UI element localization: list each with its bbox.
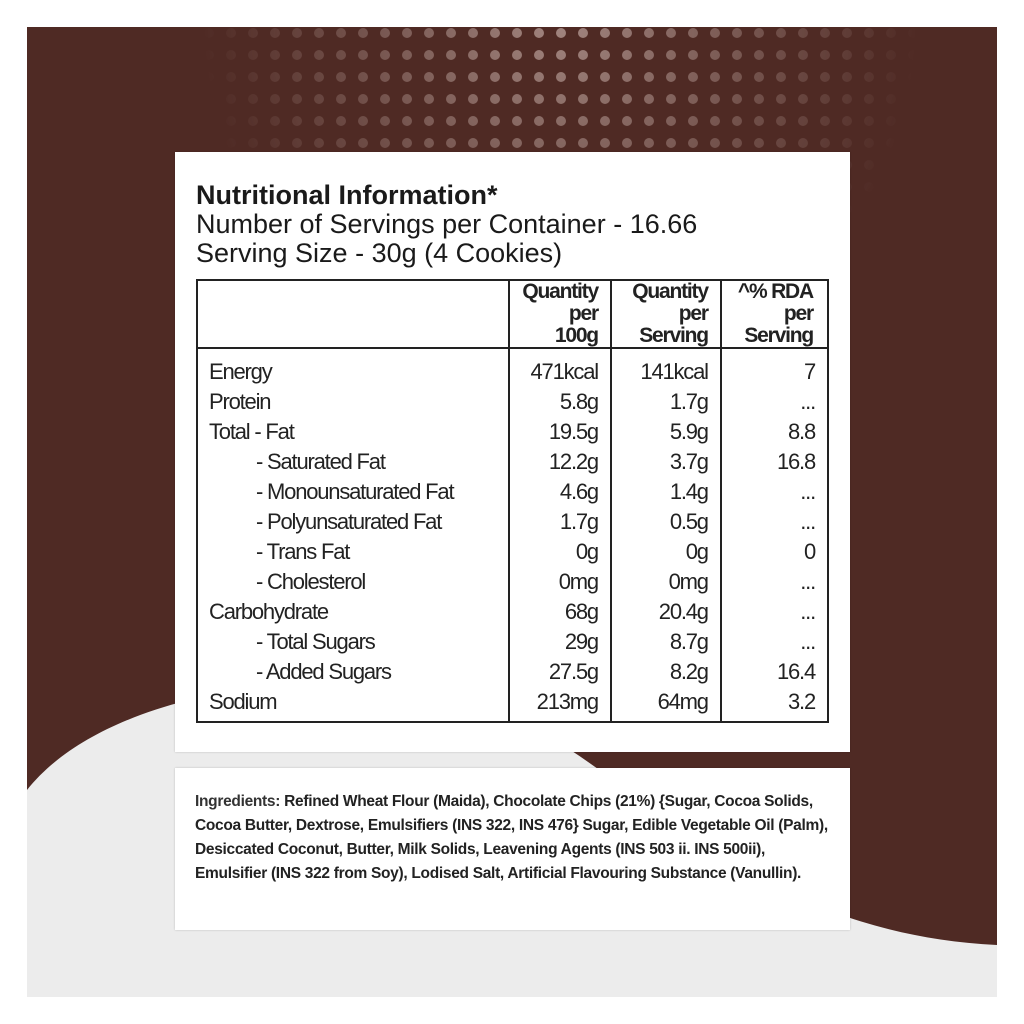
value-cell: 3.2 (719, 687, 830, 722)
header-cell: Quantity per Serving (609, 279, 722, 349)
value-cell: 0 (719, 537, 830, 567)
value-cell: 471kcal (508, 348, 612, 387)
nutrient-label: Sodium (196, 687, 510, 722)
value-cell: 8.8 (719, 417, 830, 447)
nutrient-label: - Cholesterol (196, 567, 510, 597)
ingredients-label: Ingredients: (195, 793, 281, 810)
value-cell: 0.5g (609, 507, 722, 537)
value-cell: 5.9g (609, 417, 722, 447)
value-cell: 19.5g (508, 417, 612, 447)
value-cell: 5.8g (508, 387, 612, 417)
value-cell: 0mg (508, 567, 612, 597)
ingredients-text: Refined Wheat Flour (Maida), Chocolate C… (195, 793, 828, 882)
ingredients-card: Ingredients: Refined Wheat Flour (Maida)… (175, 768, 850, 930)
value-cell: 0g (609, 537, 722, 567)
table-row: - Total Sugars 29g 8.7g... (196, 627, 830, 657)
value-cell: 1.7g (609, 387, 722, 417)
value-cell: ... (719, 387, 830, 417)
value-cell: 16.4 (719, 657, 830, 687)
header-text: per 100g (554, 302, 599, 347)
value-cell: ... (719, 507, 830, 537)
header-text: Quantity (632, 280, 709, 303)
table-row: - Polyunsaturated Fat 1.7g 0.5g... (196, 507, 830, 537)
value-cell: ... (719, 627, 830, 657)
nutrient-label: - Saturated Fat (196, 447, 510, 477)
title: Nutritional Information* (196, 180, 498, 210)
value-cell: 1.7g (508, 507, 612, 537)
value-cell: ... (719, 477, 830, 507)
nutrient-label: Carbohydrate (196, 597, 510, 627)
value-cell: ... (719, 567, 830, 597)
nutrient-label: - Monounsaturated Fat (196, 477, 510, 507)
value-cell: 0mg (609, 567, 722, 597)
value-cell: 68g (508, 597, 612, 627)
table-row: Carbohydrate 68g 20.4g... (196, 597, 830, 627)
ingredients: Ingredients: Refined Wheat Flour (Maida)… (195, 790, 840, 886)
value-cell: ... (719, 597, 830, 627)
value-cell: 8.7g (609, 627, 722, 657)
value-cell: 1.4g (609, 477, 722, 507)
value-cell: 4.6g (508, 477, 612, 507)
table-body: Energy 471kcal 141kcal 7 Protein 5.8g 1.7g... T… (196, 348, 830, 722)
nutrition-table: Quantity per 100g Quantity per Serving ^% RD… (196, 279, 830, 723)
header-cell: Quantity per 100g (508, 279, 612, 349)
value-cell: 29g (508, 627, 612, 657)
table-row: Sodium 213mg 64mg 3.2 (196, 687, 830, 722)
header-text: per Serving (744, 302, 814, 347)
value-cell: 141kcal (609, 348, 722, 387)
nutrient-label: - Polyunsaturated Fat (196, 507, 510, 537)
value-cell: 20.4g (609, 597, 722, 627)
table-row: - Cholesterol 0mg 0mg... (196, 567, 830, 597)
servings: Number of Servings per Container - 16.66 (196, 209, 698, 239)
nutrient-label: - Total Sugars (196, 627, 510, 657)
value-cell: 8.2g (609, 657, 722, 687)
value-cell: 7 (719, 348, 830, 387)
header-cell (196, 279, 510, 349)
table-row: Total - Fat 19.5g 5.9g 8.8 (196, 417, 830, 447)
table-row: - Added Sugars 27.5g 8.2g 16.4 (196, 657, 830, 687)
table-row: Energy 471kcal 141kcal 7 (196, 348, 830, 387)
serving-size: Serving Size - 30g (4 Cookies) (196, 238, 563, 268)
header-cell: ^% RDA per Serving (719, 279, 830, 349)
nutrient-label: Protein (196, 387, 510, 417)
nutrient-label: Energy (196, 348, 510, 387)
header-text: per Serving (639, 302, 709, 347)
nutrient-label: - Added Sugars (196, 657, 510, 687)
value-cell: 64mg (609, 687, 722, 722)
table-row: - Saturated Fat 12.2g 3.7g 16.8 (196, 447, 830, 477)
table-row: - Trans Fat 0g 0g 0 (196, 537, 830, 567)
nutrient-label: Total - Fat (196, 417, 510, 447)
nutrient-label: - Trans Fat (196, 537, 510, 567)
header-row: Quantity per 100g Quantity per Serving ^% RD… (196, 279, 830, 349)
nutrition-card: Nutritional Information* Number of Servi… (175, 152, 850, 752)
value-cell: 213mg (508, 687, 612, 722)
value-cell: 3.7g (609, 447, 722, 477)
value-cell: 0g (508, 537, 612, 567)
header-text: ^% RDA (737, 280, 814, 303)
value-cell: 12.2g (508, 447, 612, 477)
table-row: Protein 5.8g 1.7g... (196, 387, 830, 417)
value-cell: 27.5g (508, 657, 612, 687)
header-text: Quantity (522, 280, 599, 303)
table-row: - Monounsaturated Fat 4.6g 1.4g... (196, 477, 830, 507)
value-cell: 16.8 (719, 447, 830, 477)
